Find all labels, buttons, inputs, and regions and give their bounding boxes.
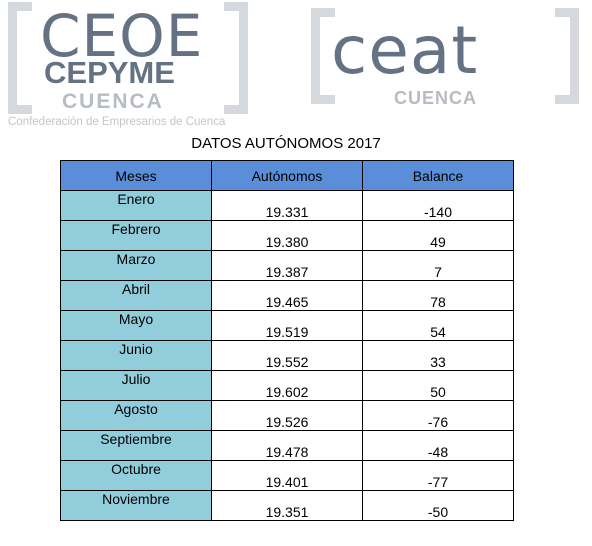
autonomos-cell: 19.380 — [211, 220, 363, 251]
ceoe-city-text: CUENCA — [62, 90, 164, 113]
month-cell: Marzo — [60, 250, 212, 281]
logo-bracket-right — [555, 8, 579, 104]
balance-cell: 54 — [362, 310, 514, 341]
table-row: Junio 19.552 33 — [60, 340, 514, 371]
autonomos-cell: 19.351 — [211, 490, 363, 521]
table-row: Abril 19.465 78 — [60, 280, 514, 311]
balance-cell: -140 — [362, 190, 514, 221]
table-row: Octubre 19.401 -77 — [60, 460, 514, 491]
balance-cell: 33 — [362, 340, 514, 371]
month-cell: Septiembre — [60, 430, 212, 461]
autonomos-cell: 19.331 — [211, 190, 363, 221]
balance-cell: 50 — [362, 370, 514, 401]
ceat-logo: ceat CUENCA — [305, 0, 592, 110]
autonomos-cell: 19.526 — [211, 400, 363, 431]
autonomos-cell: 19.478 — [211, 430, 363, 461]
autonomos-cell: 19.552 — [211, 340, 363, 371]
table-header-row: Meses Autónomos Balance — [60, 160, 514, 191]
month-cell: Abril — [60, 280, 212, 311]
autonomos-cell: 19.401 — [211, 460, 363, 491]
ceoe-logo-text: CEOE — [40, 2, 204, 70]
balance-cell: 7 — [362, 250, 514, 281]
month-cell: Junio — [60, 340, 212, 371]
balance-cell: -77 — [362, 460, 514, 491]
ceoe-caption: Confederación de Empresarios de Cuenca — [8, 116, 226, 128]
month-cell: Noviembre — [60, 490, 212, 521]
ceat-city-text: CUENCA — [394, 88, 478, 108]
header-balance: Balance — [362, 160, 514, 191]
ceoe-cepyme-logo: CEOE CEPYME CUENCA Confederación de Empr… — [0, 0, 250, 130]
autonomos-cell: 19.602 — [211, 370, 363, 401]
table-row: Agosto 19.526 -76 — [60, 400, 514, 431]
table-row: Enero 19.331 -140 — [60, 190, 514, 221]
logo-bracket-right — [224, 2, 248, 114]
table-row: Marzo 19.387 7 — [60, 250, 514, 281]
balance-cell: -50 — [362, 490, 514, 521]
cepyme-logo-text: CEPYME — [44, 55, 175, 90]
header-autonomos: Autónomos — [211, 160, 363, 191]
month-cell: Mayo — [60, 310, 212, 341]
logo-bracket-left — [311, 8, 335, 104]
balance-cell: -76 — [362, 400, 514, 431]
table-row: Mayo 19.519 54 — [60, 310, 514, 341]
month-cell: Febrero — [60, 220, 212, 251]
table-row: Julio 19.602 50 — [60, 370, 514, 401]
autonomos-cell: 19.465 — [211, 280, 363, 311]
autonomos-cell: 19.387 — [211, 250, 363, 281]
month-cell: Enero — [60, 190, 212, 221]
ceat-logo-text: ceat — [331, 12, 479, 89]
header-meses: Meses — [60, 160, 212, 191]
table-row: Febrero 19.380 49 — [60, 220, 514, 251]
table-row: Noviembre 19.351 -50 — [60, 490, 514, 521]
balance-cell: 49 — [362, 220, 514, 251]
month-cell: Octubre — [60, 460, 212, 491]
balance-cell: 78 — [362, 280, 514, 311]
table-title: DATOS AUTÓNOMOS 2017 — [191, 135, 381, 152]
balance-cell: -48 — [362, 430, 514, 461]
autonomos-table: Meses Autónomos Balance Enero 19.331 -14… — [60, 160, 514, 521]
month-cell: Agosto — [60, 400, 212, 431]
table-row: Septiembre 19.478 -48 — [60, 430, 514, 461]
autonomos-cell: 19.519 — [211, 310, 363, 341]
month-cell: Julio — [60, 370, 212, 401]
logo-bracket-left — [8, 2, 32, 114]
